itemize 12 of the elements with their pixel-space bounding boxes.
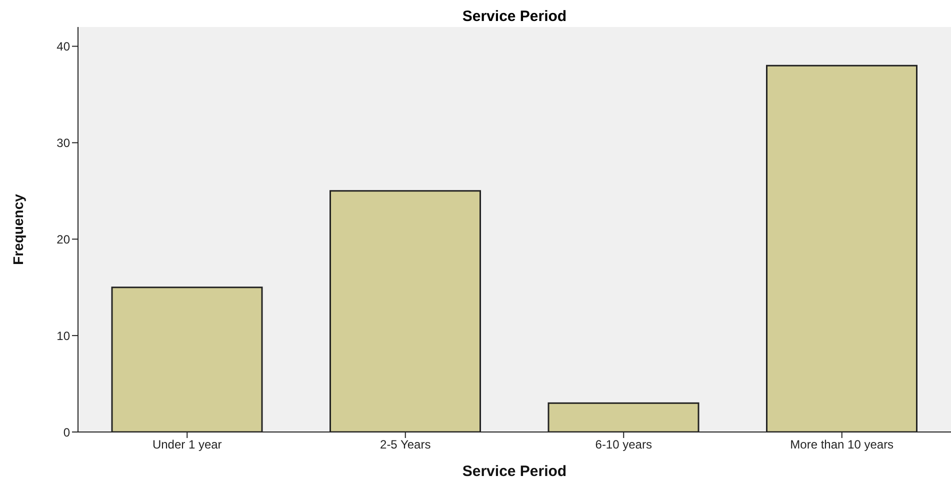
x-tick-label: 6-10 years <box>595 438 652 452</box>
x-axis-title: Service Period <box>462 463 567 478</box>
chart-title: Service Period <box>461 8 568 25</box>
y-tick-label: 40 <box>56 40 70 54</box>
y-tick-label: 0 <box>63 425 70 440</box>
y-tick-label: 20 <box>56 232 70 246</box>
x-tick-label: 2-5 Years <box>380 438 431 452</box>
y-tick-label: 30 <box>56 136 70 150</box>
y-tick-label: 10 <box>56 328 70 343</box>
y-axis-title: Frequency <box>10 194 26 265</box>
x-tick-label: More than 10 years <box>790 438 894 452</box>
x-tick-label: Under 1 year <box>152 438 222 452</box>
